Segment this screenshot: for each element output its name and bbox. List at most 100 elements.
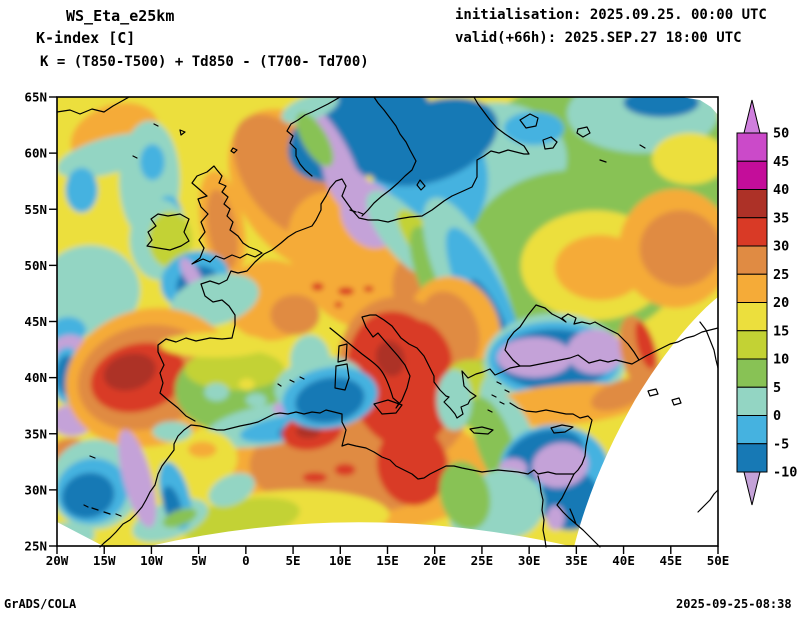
field-patch: [377, 424, 448, 506]
coastline-aegean-islands: [469, 381, 510, 435]
coastline-iceland: [56, 96, 130, 115]
field-patch: [503, 111, 565, 146]
field-patch: [184, 349, 285, 390]
field-patch: [281, 97, 339, 124]
y-tick-label: 50N: [24, 258, 47, 273]
colorbar-tick-label: 30: [773, 239, 789, 255]
x-tick-label: 25E: [471, 553, 494, 568]
colorbar-segment: [736, 217, 768, 247]
field-patch: [546, 505, 565, 531]
colorbar-tick-label: 35: [773, 210, 789, 226]
valid-time-label: valid(+66h): 2025.SEP.27 18:00 UTC: [455, 30, 742, 46]
field-patch: [103, 353, 156, 391]
colorbar-segment: [736, 132, 768, 162]
coastline-islands-north: [132, 123, 238, 159]
coastline-sardinia-corsica: [277, 343, 350, 391]
field-patch: [245, 393, 267, 407]
colorbar-segment: [736, 160, 768, 190]
field-patch: [334, 301, 343, 308]
field-patch: [497, 337, 573, 378]
x-tick-label: 10E: [329, 553, 352, 568]
x-tick-label: 40E: [612, 553, 635, 568]
colorbar-segment: [736, 443, 768, 473]
y-tick-label: 65N: [24, 90, 47, 105]
y-tick-label: 25N: [24, 539, 47, 554]
x-tick-label: 5W: [191, 553, 207, 568]
coastline-great-britain: [191, 165, 263, 265]
coastline-sweden-baltic: [349, 96, 426, 217]
field-patch: [311, 282, 324, 291]
colorbar-segment: [736, 273, 768, 303]
field-patch: [334, 463, 356, 476]
coastline-cyprus-crete-region: [550, 424, 574, 434]
y-tick-label: 45N: [24, 314, 47, 329]
colorbar-segment: [736, 245, 768, 275]
field-patch: [412, 320, 452, 370]
x-tick-label: 5E: [286, 553, 301, 568]
colorbar-tick-label: 40: [773, 182, 789, 198]
colorbar-tick-label: 20: [773, 295, 789, 311]
coastline-red-sea-nile: [537, 473, 601, 548]
x-tick-label: 0: [242, 553, 250, 568]
field-patch: [639, 210, 718, 287]
grads-credit: GrADS/COLA: [4, 597, 77, 611]
coastline-atlantic-islands: [83, 455, 122, 517]
field-patch: [566, 329, 624, 375]
colorbar-arrow-above-max: [743, 99, 761, 134]
render-timestamp: 2025-09-25-08:38: [676, 597, 792, 611]
field-patch: [170, 273, 259, 327]
x-tick-label: 20W: [46, 553, 69, 568]
contour-fill-layer: [57, 97, 718, 547]
field-patch: [623, 97, 700, 118]
x-tick-label: 10W: [140, 553, 163, 568]
colorbar-tick-label: 15: [773, 323, 789, 339]
coastline-balkan-greece: [375, 314, 521, 419]
field-patch: [375, 340, 405, 377]
axes: 20W 15W 10W 5W 0 5E 10E 15E 20E 25E 30E 35E 40E 45E 50…: [24, 90, 729, 569]
field-patch: [270, 294, 320, 335]
colorbar-tick-label: -10: [773, 465, 797, 481]
colorbar-tick-label: 50: [773, 126, 789, 142]
coastline-sicily: [373, 399, 403, 415]
field-patch: [532, 442, 589, 488]
field-patch: [436, 369, 473, 431]
colorbar-segment: [736, 302, 768, 332]
colorbar-arrow-below-min: [743, 471, 761, 506]
field-patch: [148, 211, 192, 268]
field-patch: [65, 167, 98, 213]
coastline-anatolia-levant-africa: [99, 402, 593, 548]
field-patch: [208, 473, 255, 507]
coastline-caucasus-caspian: [638, 321, 719, 513]
field-title: K-index [C]: [36, 29, 136, 47]
coastlines: [56, 96, 719, 548]
coastline-lakes-russia: [519, 113, 646, 163]
colorbar-segment: [736, 189, 768, 219]
field-patch: [188, 441, 217, 458]
field-patch: [118, 429, 157, 528]
field-patch: [140, 144, 165, 181]
x-tick-label: 30E: [518, 553, 541, 568]
formula-label: K = (T850-T500) + Td850 - (T700- Td700): [40, 54, 369, 70]
x-tick-label: 15E: [376, 553, 399, 568]
colorbar-segment: [736, 415, 768, 445]
y-tick-label: 55N: [24, 202, 47, 217]
field-patch: [439, 461, 491, 530]
x-tick-label: 45E: [659, 553, 682, 568]
field-patch: [363, 285, 374, 292]
field-patch: [57, 522, 95, 547]
field-patch: [152, 421, 192, 442]
field-patch: [635, 321, 656, 370]
field-patch: [204, 383, 229, 402]
field-patch: [159, 332, 270, 358]
coastline-mainland-west-europe: [157, 96, 530, 422]
x-tick-label: 15W: [93, 553, 116, 568]
colorbar-tick-label: 25: [773, 267, 789, 283]
field-patch: [302, 472, 328, 483]
init-time-label: initialisation: 2025.09.25. 00:00 UTC: [455, 7, 767, 23]
x-tick-label: 50E: [707, 553, 730, 568]
colorbar-tick-label: -5: [773, 436, 789, 452]
field-patch: [57, 245, 140, 336]
y-tick-label: 60N: [24, 146, 47, 161]
